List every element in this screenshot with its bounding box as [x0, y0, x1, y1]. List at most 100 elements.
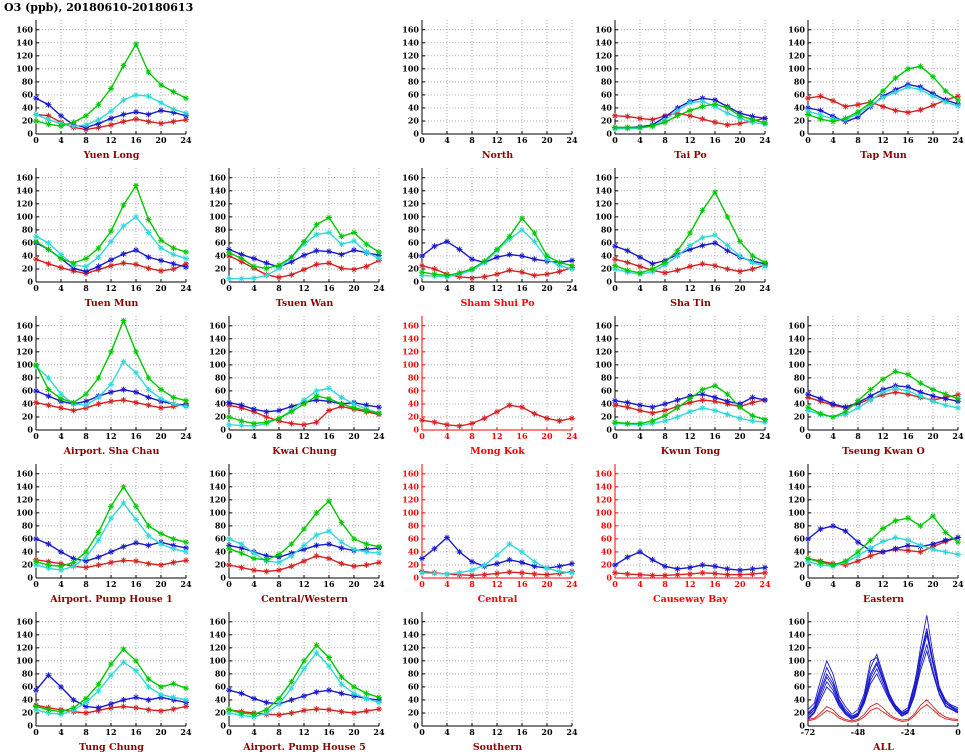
data-point-marker — [419, 252, 425, 259]
y-tick-label: 140 — [595, 185, 612, 195]
x-tick-label: 0 — [226, 579, 232, 589]
x-tick-label: 4 — [637, 135, 643, 145]
x-tick-label: 20 — [155, 727, 167, 737]
data-point-marker — [855, 101, 861, 108]
data-point-marker — [338, 708, 345, 715]
data-point-marker — [817, 93, 824, 100]
chart-southern: 0 20 40 60 80 100 120 140 160 0 4 8 12 16 20 24 Southern — [386, 606, 579, 754]
x-tick-label: 4 — [444, 579, 450, 589]
data-point-marker — [313, 231, 320, 238]
data-point-marker — [431, 570, 438, 577]
data-point-marker — [724, 411, 731, 418]
x-tick-label: 0 — [226, 431, 232, 441]
data-point-marker — [301, 558, 307, 565]
y-tick-label: 160 — [209, 468, 226, 478]
data-point-marker — [469, 420, 475, 427]
data-point-marker — [699, 242, 706, 249]
data-point-marker — [917, 63, 924, 70]
y-tick-label: 100 — [402, 359, 419, 369]
data-point-marker — [83, 112, 89, 119]
data-point-marker — [313, 387, 320, 394]
x-tick-label: 20 — [927, 135, 939, 145]
data-point-marker — [226, 421, 232, 428]
y-tick-label: 40 — [794, 546, 806, 556]
x-tick-label: 8 — [469, 431, 475, 441]
data-point-marker — [531, 272, 538, 279]
y-tick-label: 0 — [220, 425, 226, 435]
y-tick-label: 140 — [209, 481, 226, 491]
data-point-marker — [33, 256, 39, 263]
y-tick-label: 120 — [209, 198, 226, 208]
data-point-marker — [762, 259, 768, 266]
data-point-marker — [419, 262, 425, 269]
x-tick-label: 16 — [323, 727, 335, 737]
data-point-marker — [376, 543, 382, 550]
data-point-marker — [145, 93, 152, 100]
y-tick-label: 60 — [215, 385, 227, 395]
data-point-marker — [133, 503, 139, 510]
data-point-marker — [226, 252, 232, 259]
y-tick-label: 120 — [16, 198, 33, 208]
data-point-marker — [288, 696, 295, 703]
y-tick-label: 60 — [22, 237, 34, 247]
data-point-marker — [326, 260, 332, 267]
y-tick-label: 100 — [16, 63, 33, 73]
data-point-marker — [238, 402, 245, 409]
y-tick-label: 100 — [209, 211, 226, 221]
y-tick-label: 100 — [788, 507, 805, 517]
x-tick-label: 12 — [105, 283, 116, 293]
x-tick-label: 8 — [855, 135, 861, 145]
data-point-marker — [569, 560, 575, 567]
data-point-marker — [145, 683, 152, 690]
data-point-marker — [724, 398, 731, 405]
data-point-marker — [338, 265, 345, 272]
data-point-marker — [376, 252, 382, 259]
x-tick-label: 8 — [276, 579, 282, 589]
data-point-marker — [917, 542, 924, 549]
chart-canvas: 0 20 40 60 80 100 120 140 160 0 4 8 12 16 20 24 — [402, 168, 578, 293]
x-tick-label: 0 — [226, 727, 232, 737]
data-point-marker — [301, 266, 307, 273]
x-tick-label: 20 — [155, 431, 167, 441]
data-point-marker — [120, 646, 127, 653]
data-point-marker — [288, 271, 295, 278]
data-point-marker — [699, 404, 706, 411]
data-point-marker — [749, 565, 756, 572]
data-point-marker — [263, 419, 270, 426]
data-point-marker — [33, 399, 39, 406]
x-tick-label: 16 — [516, 283, 528, 293]
data-point-marker — [556, 563, 563, 570]
data-point-marker — [70, 407, 77, 414]
data-point-marker — [712, 119, 718, 126]
data-point-marker — [133, 399, 139, 406]
data-point-marker — [108, 85, 114, 92]
data-point-marker — [649, 266, 656, 272]
y-tick-label: 160 — [788, 468, 805, 478]
data-point-marker — [70, 704, 77, 711]
data-point-marker — [145, 696, 152, 703]
data-point-marker — [158, 257, 164, 264]
data-point-marker — [712, 407, 718, 414]
data-point-marker — [83, 268, 89, 275]
data-point-marker — [58, 548, 64, 555]
data-point-marker — [133, 182, 139, 189]
data-point-marker — [33, 703, 39, 710]
data-point-marker — [531, 558, 538, 565]
data-point-marker — [326, 663, 332, 670]
x-tick-label: 24 — [180, 283, 192, 293]
data-point-marker — [301, 665, 307, 672]
x-tick-label: 0 — [805, 431, 811, 441]
chart-title: Airport. Sha Chau — [63, 446, 160, 457]
x-tick-label: 20 — [348, 431, 360, 441]
data-point-marker — [238, 251, 245, 258]
data-point-marker — [301, 707, 307, 714]
chart-central: 0 20 40 60 80 100 120 140 160 0 4 8 12 16 20 24 Central — [386, 458, 579, 606]
data-point-marker — [313, 247, 320, 254]
data-point-marker — [238, 690, 245, 697]
data-point-marker — [699, 562, 706, 568]
chart-canvas: 0 20 40 60 80 100 120 140 160 0 4 8 12 16 20 24 — [209, 168, 385, 293]
data-point-marker — [363, 241, 370, 248]
data-point-marker — [45, 260, 52, 267]
data-point-marker — [830, 400, 836, 407]
x-tick-label: 20 — [927, 431, 939, 441]
